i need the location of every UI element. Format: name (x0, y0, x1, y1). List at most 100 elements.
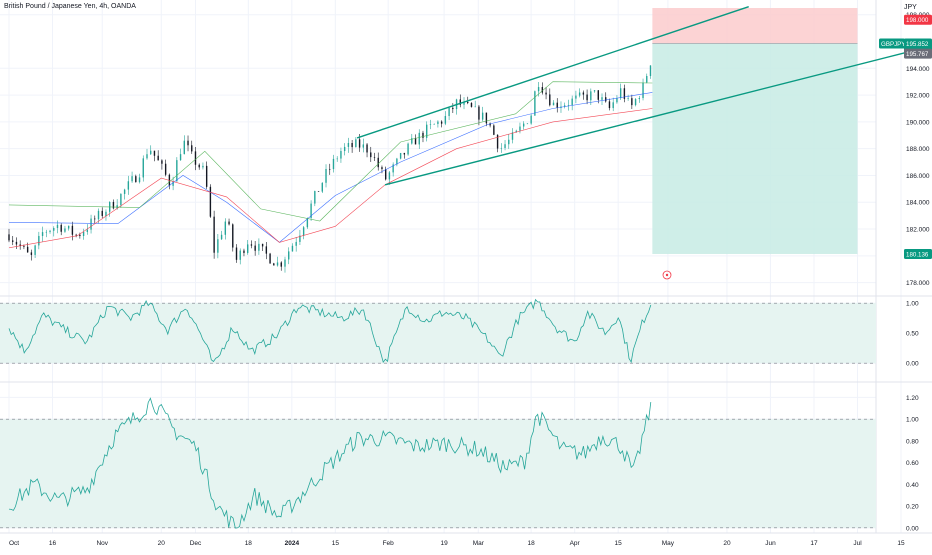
candle-141 (534, 90, 536, 116)
candle-51 (198, 163, 200, 170)
candle-body-28 (112, 201, 115, 209)
candle-30 (120, 193, 122, 208)
candle-body-56 (217, 239, 219, 253)
candle-75 (288, 247, 290, 265)
price-axis-label-4: 186.000 (906, 173, 930, 180)
candle-11 (49, 229, 51, 234)
time-axis-label-16: Jun (765, 540, 776, 547)
candle-body-24 (97, 210, 100, 220)
candle-body-76 (291, 245, 294, 252)
candle-171 (646, 73, 648, 84)
candle-body-94 (358, 139, 361, 148)
candle-body-18 (75, 234, 77, 236)
candle-body-4 (23, 245, 25, 247)
candle-body-117 (444, 116, 447, 124)
candle-body-58 (224, 221, 227, 235)
candle-133 (504, 140, 506, 151)
candle-54 (209, 184, 212, 218)
candle-body-10 (45, 231, 47, 233)
time-axis-label-17: 17 (810, 540, 818, 547)
candle-body-38 (150, 150, 152, 155)
candle-127 (481, 106, 484, 122)
candle-65 (250, 240, 253, 249)
candle-body-61 (235, 247, 238, 260)
candle-79 (302, 225, 305, 240)
candle-56 (217, 233, 219, 259)
candle-20 (82, 228, 85, 240)
candle-body-140 (530, 115, 532, 124)
candle-body-64 (246, 244, 249, 253)
candle-109 (414, 134, 417, 145)
last-price-tag-text: 195.852 (906, 41, 929, 48)
candle-130 (493, 124, 495, 136)
candle-body-69 (265, 246, 268, 254)
candle-168 (634, 98, 637, 107)
candle-145 (549, 88, 551, 107)
candle-body-114 (433, 124, 435, 125)
candle-body-23 (94, 218, 96, 220)
candle-body-14 (60, 224, 62, 232)
time-axis-label-2: Nov (96, 540, 108, 547)
candle-body-21 (86, 229, 89, 232)
candle-3 (19, 240, 21, 250)
candle-body-35 (138, 177, 141, 183)
candle-body-70 (269, 253, 271, 264)
time-axis-label-7: 15 (332, 540, 340, 547)
time-axis-label-18: Jul (853, 540, 862, 547)
candle-body-39 (153, 150, 156, 156)
candle-99 (377, 152, 379, 171)
candle-body-67 (258, 243, 260, 251)
candle-body-154 (582, 92, 585, 95)
candle-body-106 (403, 152, 406, 155)
candle-67 (258, 238, 260, 255)
candle-body-57 (220, 234, 223, 240)
candle-body-86 (329, 168, 331, 170)
candle-124 (470, 102, 473, 108)
candle-body-159 (601, 97, 603, 100)
candle-body-104 (396, 158, 398, 165)
currency-label[interactable]: JPY (904, 4, 917, 11)
candle-144 (545, 87, 547, 100)
candle-body-123 (467, 101, 469, 104)
candle-114 (433, 123, 435, 125)
candle-47 (183, 135, 185, 155)
candle-149 (564, 102, 566, 109)
candle-body-138 (522, 123, 525, 127)
candle-body-141 (534, 91, 536, 116)
candle-121 (459, 94, 461, 108)
candle-76 (291, 243, 294, 252)
candle-91 (347, 137, 350, 153)
candle-97 (370, 146, 372, 162)
candle-115 (437, 120, 439, 128)
candle-body-8 (38, 235, 40, 246)
candle-100 (381, 165, 383, 174)
candle-120 (455, 98, 458, 115)
candle-116 (440, 120, 443, 128)
candle-165 (623, 84, 626, 103)
entry-price-tag: 195.767 (904, 48, 932, 59)
candle-29 (116, 199, 118, 210)
entry-price-tag-text: 195.767 (906, 51, 929, 58)
candle-body-110 (418, 132, 420, 145)
candle-body-131 (496, 134, 499, 149)
candle-90 (343, 143, 346, 156)
candle-80 (306, 217, 309, 229)
oscillator-2-band (0, 419, 876, 528)
oscillator-2-axis-label-4: 0.80 (906, 438, 919, 445)
candle-160 (605, 92, 607, 103)
candle-body-82 (314, 191, 316, 204)
candle-body-49 (191, 145, 193, 152)
oscillator-1-band (0, 303, 876, 364)
candle-body-72 (276, 262, 279, 266)
time-axis-label-0: Oct (9, 540, 19, 547)
candle-126 (478, 104, 480, 126)
candle-body-136 (515, 130, 517, 133)
oscillator-2-axis-label-1: 0.20 (906, 504, 919, 511)
candle-103 (392, 162, 394, 177)
candle-135 (511, 128, 514, 144)
candle-body-98 (373, 157, 376, 158)
time-axis-label-8: Feb (383, 540, 395, 547)
candle-body-130 (493, 125, 495, 135)
candle-body-146 (552, 102, 555, 106)
